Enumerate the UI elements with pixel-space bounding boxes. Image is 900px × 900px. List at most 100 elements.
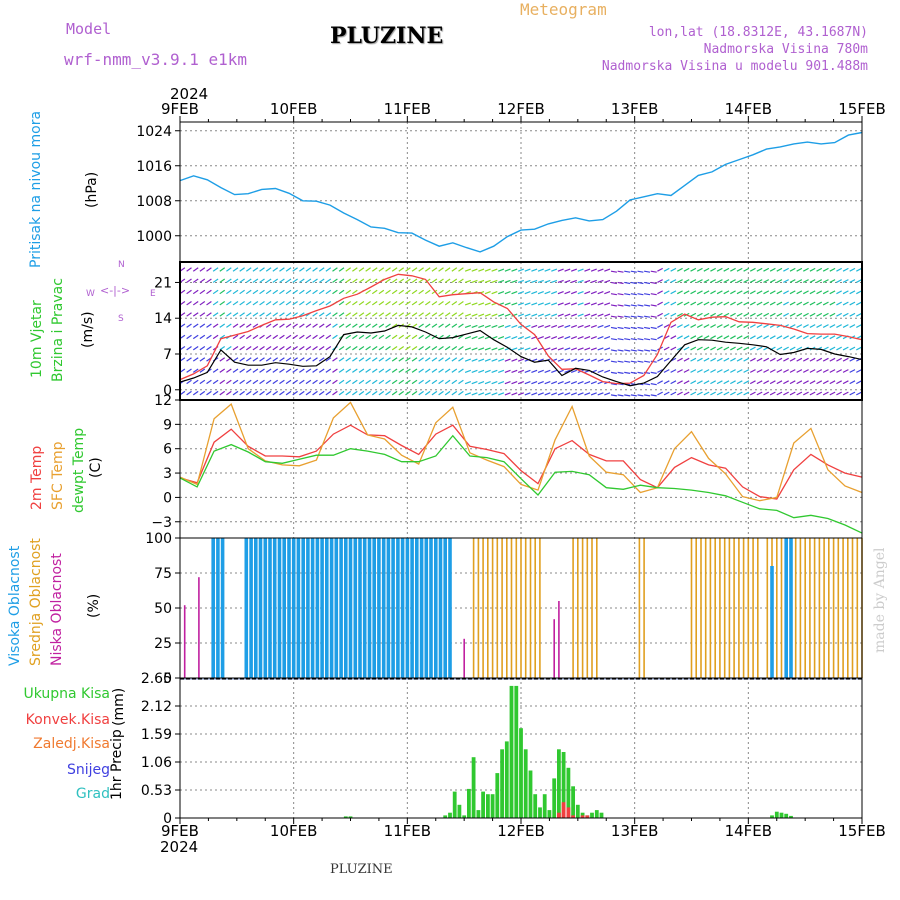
y-tick-label: 12 [154, 393, 172, 409]
wind-barb [365, 379, 371, 385]
wind-barb [537, 336, 544, 340]
wind-barb [318, 289, 325, 295]
cloud-high-bar [301, 538, 305, 678]
wind-barb [391, 278, 398, 283]
wind-barb [650, 270, 657, 273]
wind-barb [491, 347, 498, 351]
y-tick-label: 75 [154, 566, 172, 582]
wind-barb [391, 390, 398, 396]
wind-barb [570, 381, 578, 385]
wind-barb [776, 357, 783, 362]
cloud-high-bar [784, 538, 788, 678]
wind-barb [259, 289, 265, 295]
wind-barb [756, 380, 763, 385]
wind-barb [657, 380, 663, 385]
cloud-mid-bar [472, 538, 475, 678]
wind-barb [418, 390, 424, 396]
cloud-mid-bar [586, 538, 589, 678]
wind-barb [418, 323, 424, 328]
wind-barb [657, 312, 663, 317]
wind-barb [444, 368, 451, 373]
wind-barb [305, 368, 312, 373]
wind-barb [849, 279, 856, 283]
wind-barb [478, 302, 485, 306]
wind-barb [305, 390, 312, 396]
wind-barb [239, 267, 245, 272]
wind-barb [292, 346, 298, 351]
wind-barb [464, 302, 472, 306]
cloud-mid-bar [700, 538, 702, 678]
wind-barb [239, 323, 245, 328]
wind-barb [836, 346, 842, 351]
cloud-mid-bar [738, 538, 740, 678]
wind-barb [617, 338, 624, 341]
wind-barb [318, 357, 325, 362]
wind-barb [736, 335, 743, 340]
wind-barb [478, 381, 485, 385]
wind-barb [816, 312, 823, 317]
precip-conv-bar [566, 807, 571, 818]
wind-barb [358, 312, 365, 317]
cloud-mid-bar [752, 538, 754, 678]
wind-barb [597, 291, 604, 295]
wind-barb [212, 334, 219, 340]
wind-barb [352, 357, 358, 362]
date-label-bottom: 14FEB [725, 822, 772, 840]
wind-barb [491, 268, 498, 272]
wind-barb [696, 267, 703, 272]
wind-barb [424, 267, 431, 272]
wind-barb [206, 278, 212, 283]
wind-barb [371, 323, 378, 328]
wind-barb [305, 289, 312, 295]
wind-barb [816, 267, 823, 272]
wind-barb [424, 390, 431, 396]
wind-barb [577, 347, 584, 351]
wind-barb [292, 368, 298, 373]
date-label-bottom: 9FEB [161, 822, 199, 840]
wind-barb [842, 324, 849, 328]
wind-barb [338, 289, 345, 295]
year-bottom: 2024 [160, 838, 199, 856]
cloud-mid-bar [742, 538, 745, 678]
wind-barb [743, 380, 750, 385]
wind-barb [670, 324, 677, 328]
y-tick-label: 50 [154, 601, 172, 617]
wind-barb [743, 279, 750, 283]
precip-total-bar [770, 815, 774, 818]
wind-barb [849, 290, 856, 295]
cloud-mid-bar [577, 538, 579, 678]
wind-barb [431, 390, 438, 396]
wind-barb [544, 381, 551, 385]
precip-total-bar [481, 791, 485, 818]
wind-barb [471, 358, 478, 362]
wind-barb [504, 358, 511, 362]
y-tick-label: 3 [163, 466, 172, 482]
wind-barb [365, 334, 371, 340]
wind-barb [239, 357, 245, 362]
wind-barb [769, 279, 776, 283]
wind-barb [657, 301, 663, 306]
wind-barb [259, 390, 265, 396]
wind-barb [769, 335, 776, 340]
wind-barb [544, 324, 551, 328]
wind-barb [710, 380, 716, 385]
wind-barb [584, 358, 591, 362]
cloud-high-bar [249, 538, 253, 678]
cloud-high-bar [258, 538, 263, 678]
wind-barb [630, 371, 637, 374]
wind-barb [458, 379, 464, 385]
wind-barb [478, 392, 485, 396]
wind-barb [338, 323, 345, 328]
wind-barb [730, 380, 736, 385]
wind-barb [186, 312, 192, 317]
cloud-mid-bar [704, 538, 707, 678]
wind-barb [498, 369, 505, 373]
wind-barb [650, 394, 657, 397]
legend-total-rain: Ukupna Kisa [23, 686, 110, 702]
wind-barb [498, 358, 505, 362]
date-label-top: 14FEB [725, 100, 772, 118]
precip-conv-bar [557, 812, 561, 818]
wind-barb [438, 323, 444, 328]
model-name: wrf-nmm_v3.9.1 e1km [64, 50, 248, 69]
wind-barb [730, 357, 736, 362]
